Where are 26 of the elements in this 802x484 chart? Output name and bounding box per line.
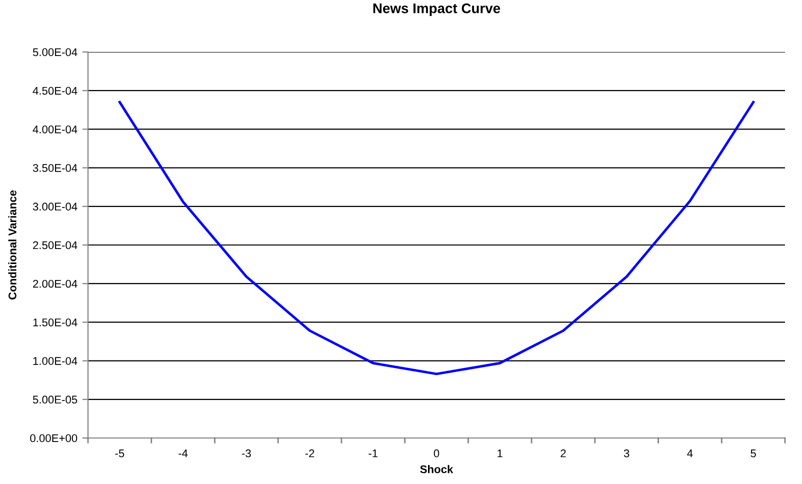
x-tick-label: 2 <box>560 449 566 458</box>
y-axis-title: Conditional Variance <box>8 190 16 300</box>
x-tick-label: 5 <box>750 450 756 458</box>
y-tick-label: 2.00E-04 <box>33 280 78 288</box>
x-tick-label: -5 <box>115 450 124 458</box>
x-tick-label: 4 <box>687 450 693 458</box>
y-tick-label: 4.00E-04 <box>32 125 78 134</box>
y-tick-label: 4.50E-04 <box>32 86 78 95</box>
y-tick-label: 1.50E-04 <box>33 318 78 326</box>
y-tick-label: 3.00E-04 <box>32 202 78 211</box>
x-tick-label: 0 <box>434 449 440 458</box>
y-tick-label: 1.00E-04 <box>33 357 78 365</box>
x-tick-label: -1 <box>368 450 378 458</box>
y-tick-label: 2.50E-04 <box>33 241 78 250</box>
y-tick-label: 5.00E-05 <box>32 396 78 404</box>
line-series <box>118 100 755 376</box>
x-tick-label: 3 <box>624 449 630 458</box>
chart-title: News Impact Curve <box>373 3 500 16</box>
x-tick-label: -4 <box>178 450 188 458</box>
x-axis-title: Shock <box>420 465 454 474</box>
y-tick-label: 0.00E+00 <box>30 434 78 442</box>
x-tick-label: -3 <box>242 449 251 458</box>
y-tick-label: 3.50E-04 <box>32 164 78 172</box>
x-tick-label: -2 <box>305 449 314 458</box>
y-tick-label: 5.00E-04 <box>32 48 78 56</box>
x-tick-label: 1 <box>498 450 502 458</box>
